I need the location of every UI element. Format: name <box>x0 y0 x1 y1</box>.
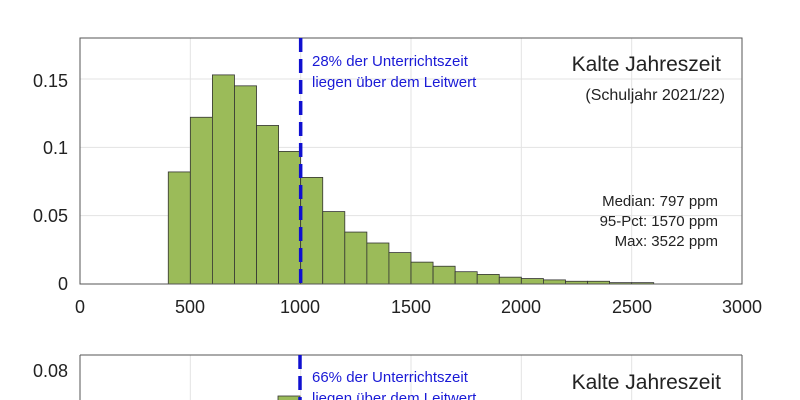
stat-max: Max: 3522 ppm <box>615 233 718 250</box>
x-tick-label: 500 <box>175 297 205 317</box>
panel-subtitle-1: (Schuljahr 2021/22) <box>585 87 725 104</box>
histogram-bar <box>366 242 390 285</box>
plot-frame-1 <box>79 37 743 285</box>
panel-title-2: Kalte Jahreszeit <box>572 371 722 394</box>
y-tick-label: 0.05 <box>33 206 68 226</box>
panel-title-1: Kalte Jahreszeit <box>572 53 722 76</box>
stat-median: Median: 797 ppm <box>602 193 718 210</box>
histogram-bar <box>498 276 522 285</box>
x-tick-label: 2000 <box>501 297 541 317</box>
stat-p95: 95-Pct: 1570 ppm <box>600 213 718 230</box>
annotation-line-2: liegen über dem Leitwert <box>312 74 477 91</box>
histogram-bar <box>189 116 213 285</box>
histogram-bar <box>300 176 324 285</box>
histogram-bar <box>388 252 412 285</box>
y-tick-label: 0.08 <box>33 361 68 381</box>
annotation-line-1: 66% der Unterrichtszeit <box>312 369 469 386</box>
y-tick-label: 0.15 <box>33 71 68 91</box>
histogram-panel-1: 0 0.05 0.1 0.15 0 500 1000 1500 2000 250… <box>33 37 762 317</box>
histogram-bar <box>543 279 566 285</box>
histogram-bar <box>410 261 434 285</box>
annotation-line-2: liegen über dem Leitwert <box>312 390 477 400</box>
histogram-panel-2: 0.08 66% der Unterrichtszeit liegen über… <box>33 354 743 400</box>
x-tick-label: 3000 <box>722 297 762 317</box>
histogram-bar <box>234 85 257 285</box>
histogram-bar <box>432 265 456 285</box>
histogram-bar <box>344 231 368 285</box>
y-tick-label: 0.1 <box>43 138 68 158</box>
histogram-bar <box>256 125 279 285</box>
annotation-line-1: 28% der Unterrichtszeit <box>312 53 469 70</box>
histogram-bar <box>454 271 478 285</box>
x-tick-label: 0 <box>75 297 85 317</box>
histogram-bar <box>277 395 301 400</box>
histogram-bar <box>167 171 191 285</box>
y-tick-label: 0 <box>58 274 68 294</box>
x-tick-label: 1000 <box>280 297 320 317</box>
histogram-bar <box>476 274 500 285</box>
x-tick-label: 2500 <box>612 297 652 317</box>
histogram-bar <box>211 74 235 285</box>
histogram-bar <box>520 278 544 285</box>
histogram-bar <box>322 211 346 285</box>
histogram-bar <box>278 151 302 285</box>
x-tick-label: 1500 <box>391 297 431 317</box>
